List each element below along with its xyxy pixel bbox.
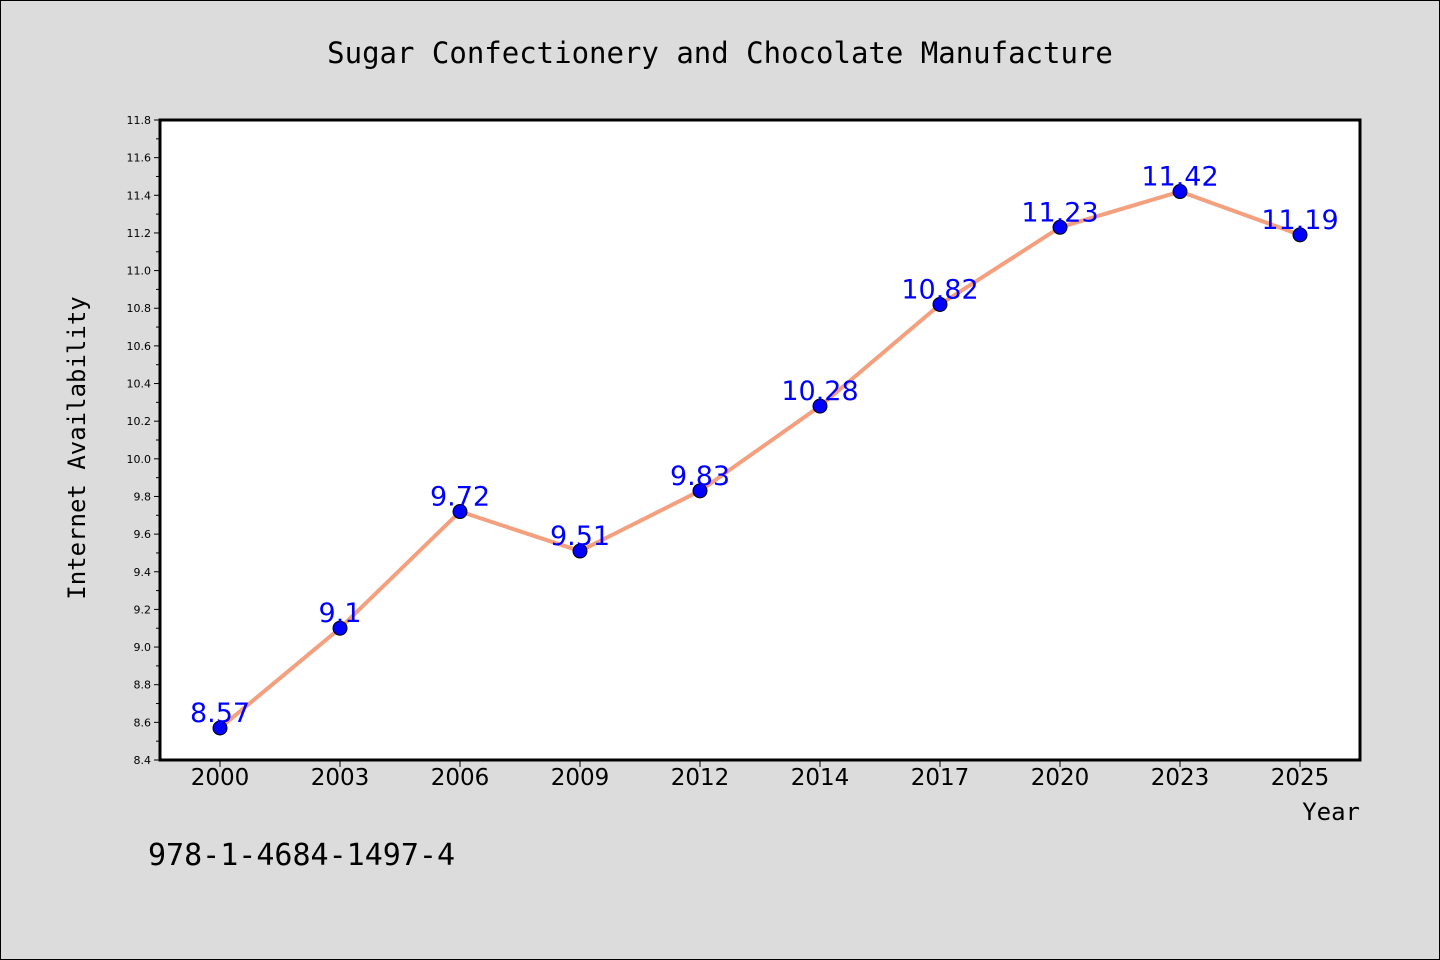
data-label: 11.19	[1261, 205, 1338, 236]
series-line	[218, 189, 1301, 730]
x-tick-label: 2023	[1151, 765, 1210, 791]
x-tick-label: 2006	[431, 765, 490, 791]
y-tick-label: 10.4	[127, 378, 152, 391]
y-tick-label: 9.6	[134, 528, 152, 541]
x-tick-label: 2009	[551, 765, 610, 791]
y-tick-label: 10.8	[127, 302, 152, 315]
data-label: 11.42	[1141, 162, 1218, 193]
data-label: 8.57	[190, 698, 250, 729]
y-tick-label: 9.4	[134, 566, 152, 579]
data-label: 9.72	[430, 482, 490, 513]
y-tick-label: 10.2	[127, 415, 152, 428]
x-tick-label: 2017	[911, 765, 970, 791]
y-axis: 8.4 8.6 8.8 9.0 9.2 9.4 9.6 9.8 10.0 10.2 10.4 10.6…	[127, 114, 160, 767]
data-labels-group: 8.57 9.1 9.72 9.51 9.83 10.28 10.82 11.23 11.42 1…	[190, 162, 1339, 729]
data-label: 10.28	[781, 376, 858, 407]
x-axis-label: Year	[1302, 798, 1360, 826]
data-point	[212, 720, 228, 736]
data-point	[452, 504, 468, 520]
x-tick-label: 2003	[311, 765, 370, 791]
data-point	[812, 398, 828, 414]
y-tick-label: 8.6	[134, 716, 152, 729]
x-tick-label: 2000	[191, 765, 250, 791]
data-point	[332, 620, 348, 636]
data-label: 10.82	[901, 274, 978, 305]
y-tick-label: 11.2	[127, 227, 152, 240]
x-tick-label: 2020	[1031, 765, 1090, 791]
y-tick-label: 10.0	[127, 453, 152, 466]
chart-title: Sugar Confectionery and Chocolate Manufa…	[327, 36, 1113, 70]
y-tick-label: 11.4	[127, 189, 152, 202]
data-label: 9.1	[319, 598, 362, 629]
data-point	[1172, 184, 1188, 200]
data-point	[572, 543, 588, 559]
data-point	[692, 483, 708, 499]
data-point	[1292, 227, 1308, 243]
y-tick-label: 9.0	[134, 641, 152, 654]
y-tick-label: 10.6	[127, 340, 152, 353]
y-tick-label: 9.8	[134, 490, 152, 503]
data-label: 11.23	[1021, 197, 1098, 228]
y-tick-label: 11.0	[127, 265, 152, 278]
x-tick-label: 2025	[1271, 765, 1330, 791]
series-group	[212, 184, 1308, 736]
x-axis: 2000 2003 2006 2009 2012 2014 2017 2020 2023 2025	[191, 760, 1330, 791]
data-label: 9.51	[550, 521, 610, 552]
y-tick-label: 8.8	[134, 679, 152, 692]
y-tick-label: 11.8	[127, 114, 152, 127]
y-tick-label: 9.2	[134, 603, 152, 616]
y-tick-label: 11.6	[127, 152, 152, 165]
data-point	[1052, 219, 1068, 235]
x-tick-label: 2014	[791, 765, 850, 791]
x-tick-label: 2012	[671, 765, 730, 791]
y-tick-label: 8.4	[134, 754, 152, 767]
data-label: 9.83	[670, 461, 730, 492]
plot-area	[158, 118, 1362, 762]
y-axis-label: Internet Availability	[63, 296, 91, 599]
footer-code: 978-1-4684-1497-4	[148, 838, 455, 873]
data-point	[932, 296, 948, 312]
